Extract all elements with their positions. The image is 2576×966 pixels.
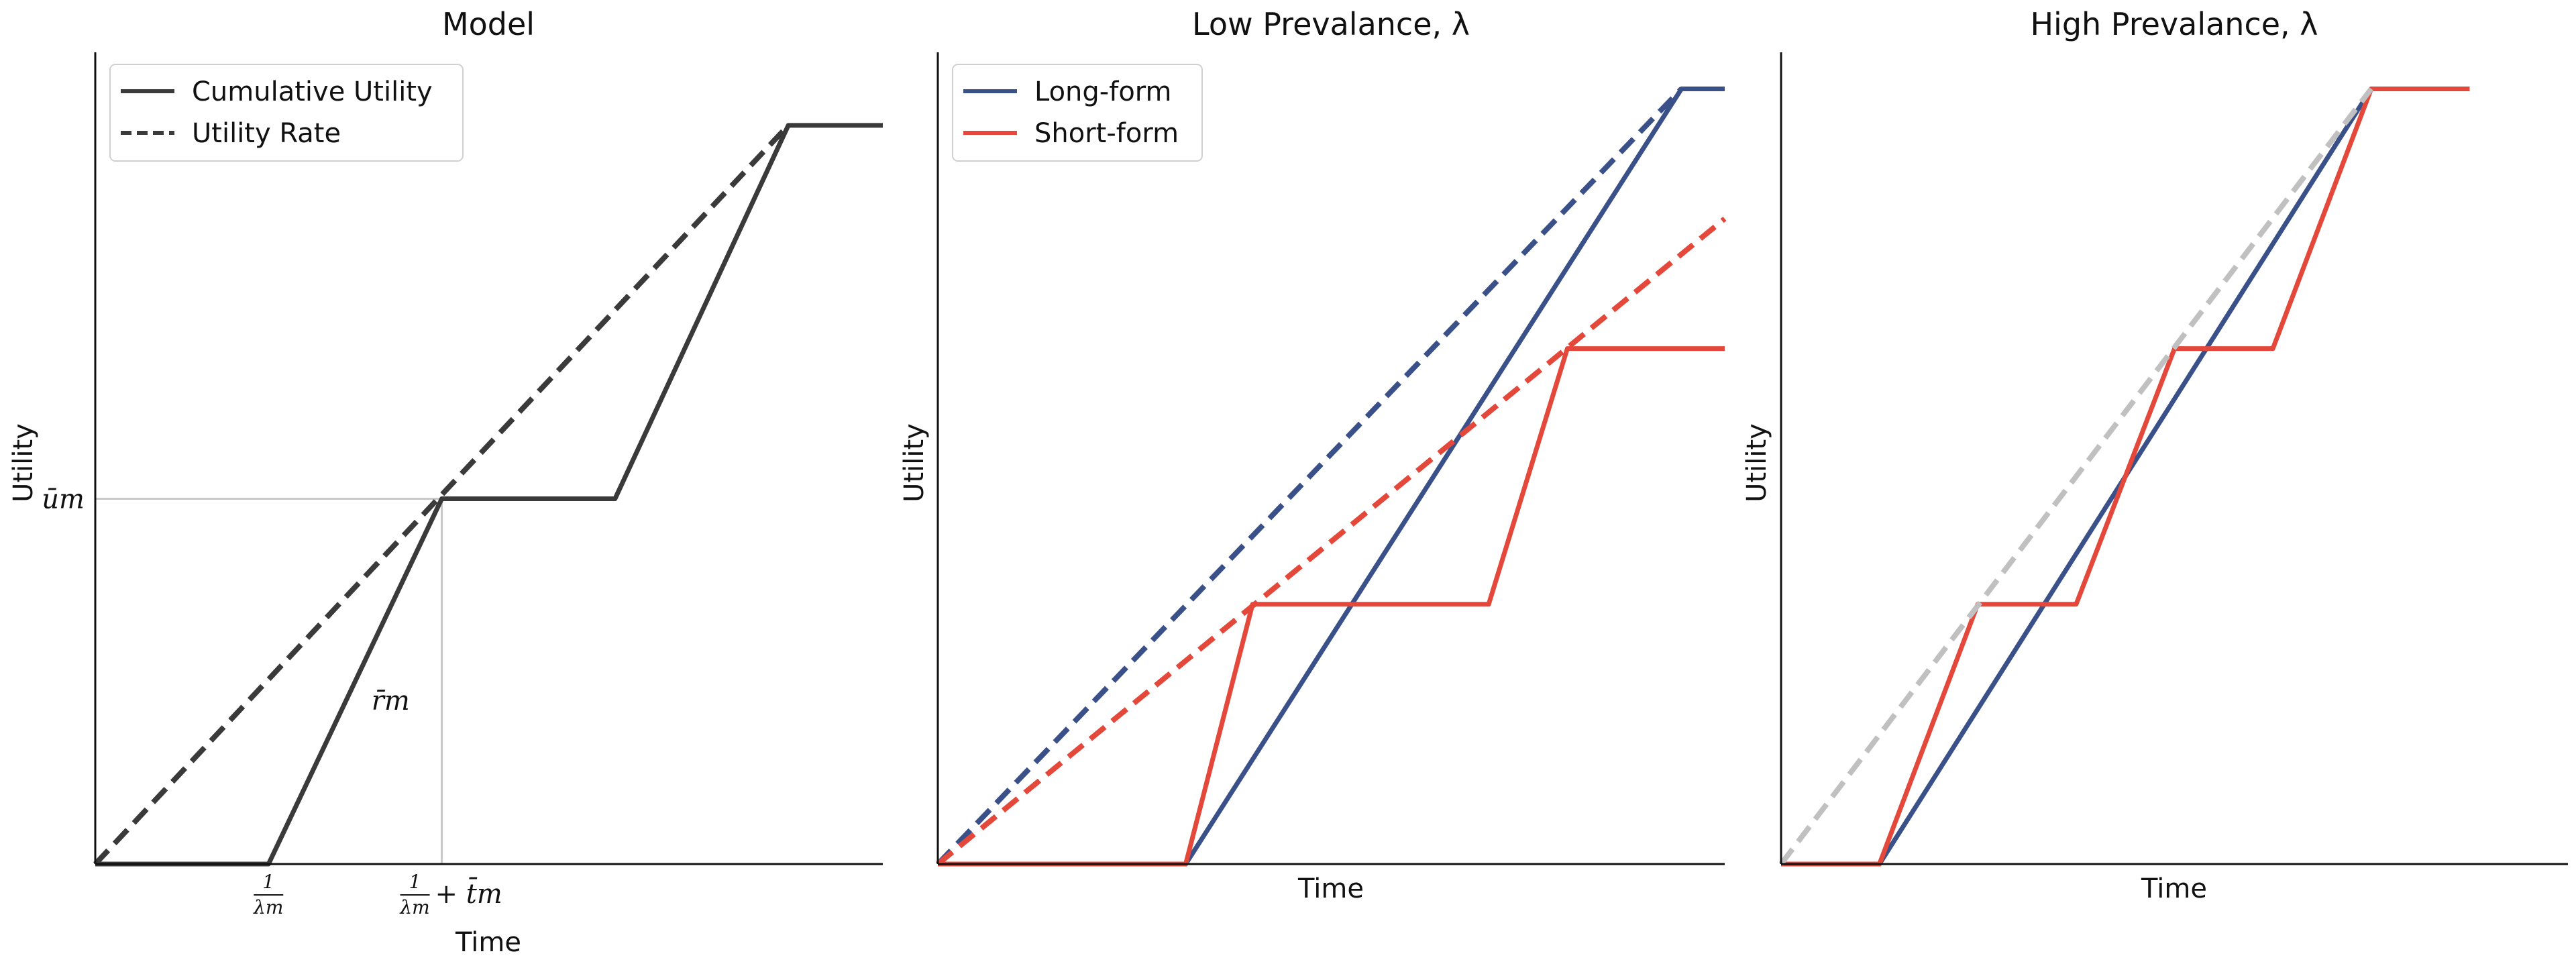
y-axis-label: Utility [8,423,39,502]
legend: Long-form Short-form [952,64,1203,162]
x-axis-label: Time [2141,873,2207,904]
legend-label: Short-form [1034,118,1179,149]
legend-label: Long-form [1034,76,1172,107]
y-tick-label: ūm [42,484,85,515]
legend-box [109,64,464,162]
series-layer [936,86,1727,867]
x-tick-label: 1 λm [253,871,283,918]
series-line-long-form-rate [936,87,1684,866]
legend-box [952,64,1203,162]
panel-title: Low Prevalance, λ [1192,6,1470,42]
tick-denominator: λm [399,896,429,918]
y-axis-label: Utility [899,423,930,502]
series-layer [93,123,883,867]
panel-title: High Prevalance, λ [2030,6,2318,42]
reference-lines [95,498,443,864]
panel-low-prevalence: Low Prevalance, λ Utility Time Long-form… [899,6,1727,904]
x-axis-label: Time [455,927,521,958]
panel-model: Model Utility Time 1 λm 1 λm + t̄m ūm r̄m Cumu… [8,6,883,958]
panel-title: Model [442,6,535,42]
slope-annotation: r̄m [372,686,410,716]
series-line-cumulative-utility [95,123,883,867]
tick-numerator: 1 [409,871,421,893]
x-tick-label: 1 λm + t̄m [399,871,502,918]
series-layer [1778,86,2470,867]
x-axis-label: Time [1297,873,1364,904]
series-line-short-form [1781,86,2470,867]
series-line-short-form-rate [936,216,1727,867]
series-line-short-form [938,346,1725,867]
series-line-long-form [938,86,1725,867]
legend-entry: Short-form [963,118,1179,149]
legend-entry: Utility Rate [121,118,341,149]
tick-denominator: λm [253,896,283,918]
legend: Cumulative Utility Utility Rate [109,64,464,162]
panel-high-prevalence: High Prevalance, λ Utility Time [1741,6,2568,904]
tick-suffix: + t̄m [435,877,502,910]
legend-label: Utility Rate [192,118,341,149]
legend-label: Cumulative Utility [192,76,433,107]
legend-entry: Cumulative Utility [121,76,433,107]
y-axis-label: Utility [1741,423,1772,502]
tick-layer: 1 λm 1 λm + t̄m ūm r̄m [42,484,502,919]
legend-entry: Long-form [963,76,1172,107]
series-line-rate [1778,87,2373,866]
tick-numerator: 1 [262,871,274,893]
